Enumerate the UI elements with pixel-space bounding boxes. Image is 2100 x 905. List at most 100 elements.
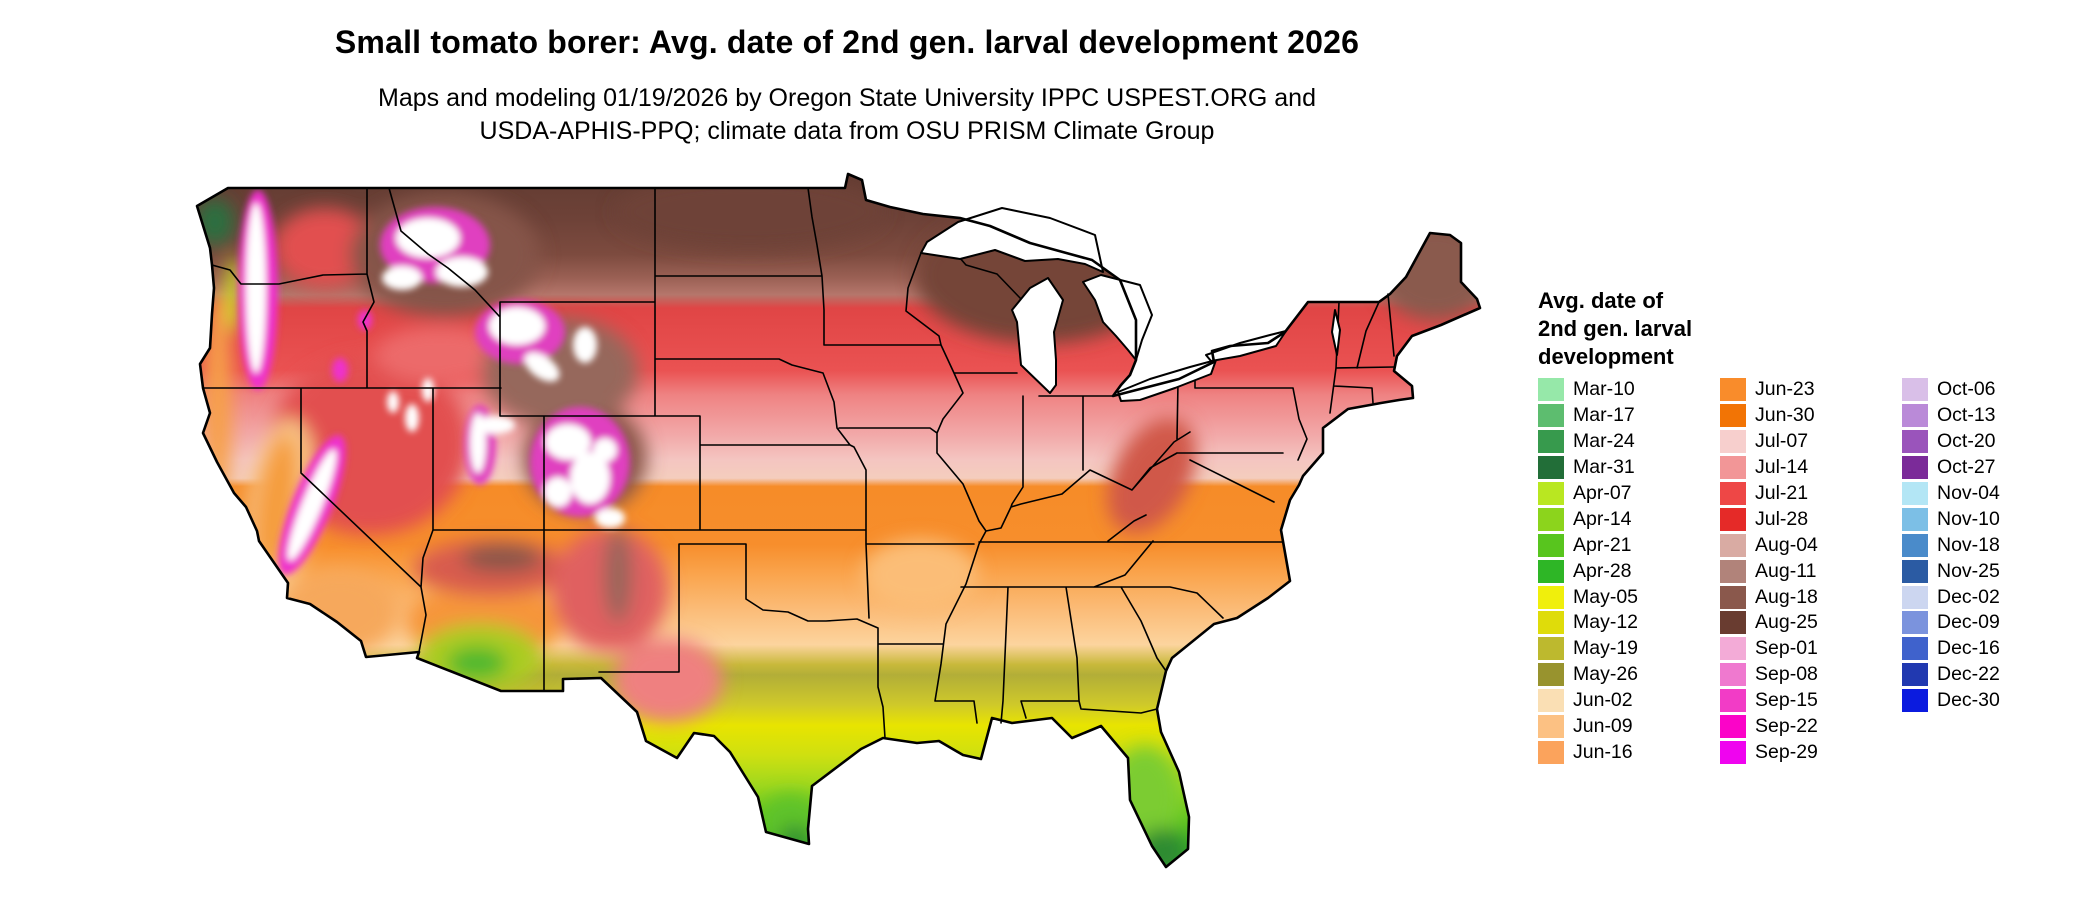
legend-label: May-26 (1573, 663, 1639, 686)
legend-row: May-19 (1538, 636, 1720, 662)
legend-swatch (1902, 637, 1928, 661)
legend-label: Mar-17 (1573, 404, 1635, 427)
subtitle-line-1: Maps and modeling 01/19/2026 by Oregon S… (378, 84, 1316, 112)
legend-label: Dec-30 (1937, 689, 2000, 712)
legend-swatch (1538, 482, 1564, 505)
legend-row: Jun-23 (1720, 377, 1902, 403)
legend-row: Nov-10 (1902, 506, 2084, 532)
legend-swatch (1902, 404, 1928, 428)
legend-label: Aug-18 (1755, 585, 1818, 608)
legend-swatch (1720, 507, 1746, 531)
us-map-svg (195, 172, 1482, 869)
legend-swatch (1538, 378, 1564, 402)
legend-label: Nov-10 (1937, 507, 2000, 530)
legend-title-line-3: development (1538, 344, 1674, 369)
legend-label: Sep-29 (1755, 740, 1818, 763)
legend-label: Dec-02 (1937, 585, 2000, 608)
legend-row: Jun-30 (1720, 403, 1902, 429)
legend-swatch (1902, 430, 1928, 454)
legend-swatch (1902, 689, 1928, 713)
legend-swatch (1720, 663, 1746, 687)
legend-row: Apr-14 (1538, 506, 1720, 532)
legend-label: Nov-04 (1937, 482, 2000, 504)
legend-row: Sep-01 (1720, 636, 1902, 662)
legend-row: Jul-28 (1720, 506, 1902, 532)
legend-row: Dec-22 (1902, 662, 2084, 688)
legend-swatch (1720, 482, 1746, 505)
legend-swatch (1538, 637, 1564, 661)
legend-label: Oct-06 (1937, 378, 1996, 401)
legend-title-line-1: Avg. date of (1538, 288, 1664, 313)
legend-row: Jun-02 (1538, 688, 1720, 714)
legend-label: Jul-21 (1755, 482, 1809, 504)
legend-swatch (1720, 740, 1746, 764)
legend-swatch (1538, 585, 1564, 609)
legend-label: Oct-27 (1937, 456, 1996, 479)
legend-row: Oct-27 (1902, 455, 2084, 481)
legend-label: May-05 (1573, 585, 1639, 608)
legend-swatch (1720, 430, 1746, 454)
legend-row: Sep-22 (1720, 714, 1902, 740)
legend-swatch (1902, 378, 1928, 402)
legend-label: Jul-14 (1755, 456, 1809, 479)
legend-row: Mar-24 (1538, 429, 1720, 455)
legend-swatch (1538, 430, 1564, 454)
legend-row: Aug-25 (1720, 610, 1902, 636)
legend-row: Dec-16 (1902, 636, 2084, 662)
legend-swatch (1720, 559, 1746, 583)
legend-swatch (1720, 533, 1746, 557)
legend-row: Oct-13 (1902, 403, 2084, 429)
legend-row: Aug-18 (1720, 584, 1902, 610)
legend-row: May-26 (1538, 662, 1720, 688)
legend-label: Apr-21 (1573, 533, 1632, 556)
legend-row: Sep-08 (1720, 662, 1902, 688)
legend-swatch (1538, 663, 1564, 687)
legend-row: Nov-04 (1902, 481, 2084, 507)
legend-row: Mar-17 (1538, 403, 1720, 429)
legend-row: Sep-29 (1720, 739, 1902, 765)
legend-row: May-05 (1538, 584, 1720, 610)
legend-label: Jul-28 (1755, 507, 1809, 530)
legend-swatch (1720, 585, 1746, 609)
legend-swatch (1538, 689, 1564, 713)
legend-label: Oct-20 (1937, 430, 1996, 453)
legend-swatch (1538, 740, 1564, 764)
legend-row: Jul-14 (1720, 455, 1902, 481)
page-subtitle: Maps and modeling 01/19/2026 by Oregon S… (0, 82, 1694, 148)
lake-michigan (1011, 277, 1064, 394)
legend-row: Dec-09 (1902, 610, 2084, 636)
lake-champlain (1331, 309, 1341, 356)
legend-label: Aug-11 (1755, 559, 1817, 582)
us-outline (195, 172, 1482, 869)
legend-label: Apr-07 (1573, 482, 1632, 504)
legend-label: Mar-31 (1573, 456, 1635, 479)
legend-row: Jun-09 (1538, 714, 1720, 740)
legend-label: Aug-25 (1755, 611, 1818, 634)
legend-label: Dec-16 (1937, 637, 2000, 660)
legend-swatch (1902, 585, 1928, 609)
lake-superior (920, 207, 1104, 273)
legend-label: Mar-24 (1573, 430, 1635, 453)
legend-swatch (1538, 611, 1564, 635)
legend-label: Jun-30 (1755, 404, 1815, 427)
legend-swatch (1538, 559, 1564, 583)
legend-swatch (1902, 663, 1928, 687)
legend-label: May-12 (1573, 611, 1639, 634)
legend-label: May-19 (1573, 637, 1639, 660)
legend-label: Jul-07 (1755, 430, 1809, 453)
legend-row: Mar-10 (1538, 377, 1720, 403)
us-degree-day-map (190, 160, 1490, 900)
legend-swatch (1902, 611, 1928, 635)
legend-swatch (1720, 456, 1746, 480)
legend-label: Apr-28 (1573, 559, 1632, 582)
legend-column-2: Jun-23 Jun-30 Jul-07 Jul-14 Jul-21 Jul-28 Aug-… (1720, 377, 1902, 765)
legend: Avg. date of 2nd gen. larval development… (1538, 287, 2098, 765)
legend-row: Mar-31 (1538, 455, 1720, 481)
legend-columns: Mar-10 Mar-17 Mar-24 Mar-31 Apr-07 Apr-14 Apr-… (1538, 377, 2098, 765)
legend-row: Apr-07 (1538, 481, 1720, 507)
legend-swatch (1720, 689, 1746, 713)
legend-swatch (1902, 533, 1928, 557)
legend-swatch (1720, 378, 1746, 402)
legend-column-3: Oct-06 Oct-13 Oct-20 Oct-27 Nov-04 Nov-10 Nov-… (1902, 377, 2084, 765)
legend-label: Dec-09 (1937, 611, 2000, 634)
